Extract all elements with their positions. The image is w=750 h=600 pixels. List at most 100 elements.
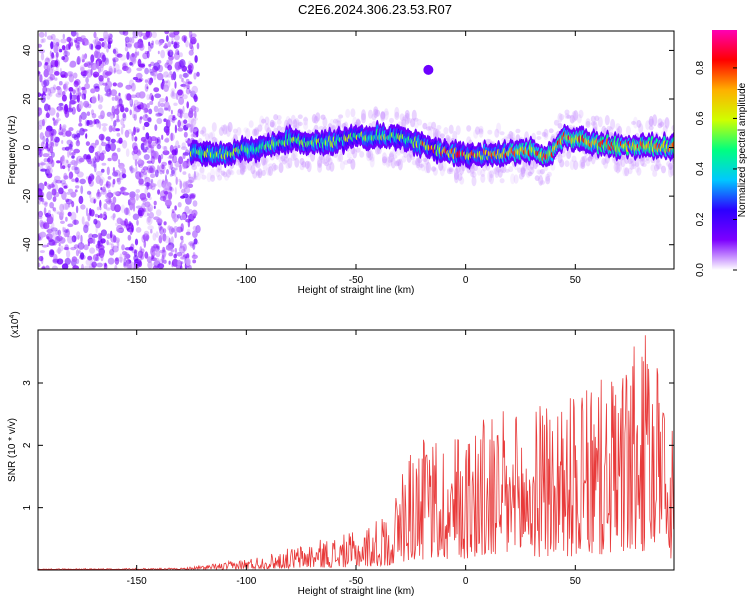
heatmap-cell xyxy=(40,168,47,172)
heatmap-cell xyxy=(43,94,46,99)
heatmap-cell xyxy=(192,124,198,133)
spectrogram-y-tick-label: 0 xyxy=(22,144,33,150)
heatmap-cell xyxy=(62,226,65,232)
heatmap-cell xyxy=(176,214,181,219)
heatmap-cell xyxy=(58,81,63,86)
heatmap-cell xyxy=(51,265,58,269)
heatmap-cell xyxy=(187,183,194,188)
colorbar-tick-label: 0.2 xyxy=(695,212,706,226)
heatmap-cell xyxy=(57,86,62,96)
heatmap-cell xyxy=(145,132,150,140)
heatmap-cell xyxy=(313,115,319,124)
heatmap-cell xyxy=(504,168,510,173)
heatmap-cell xyxy=(157,50,160,55)
heatmap-cell xyxy=(173,31,180,36)
heatmap-cell xyxy=(145,113,148,119)
heatmap-cell xyxy=(61,165,66,170)
heatmap-cell xyxy=(156,117,163,125)
heatmap-cell xyxy=(181,160,187,170)
heatmap-cell xyxy=(102,262,105,266)
heatmap-cell xyxy=(164,31,170,35)
heatmap-cell xyxy=(114,108,120,115)
heatmap-cell xyxy=(113,120,117,127)
spectrogram-ticks: -150 -100 -50 0 50 -40 -20 0 20 40 xyxy=(22,31,674,286)
spectrogram-y-tick-label: -20 xyxy=(22,188,33,203)
heatmap-cell xyxy=(368,149,373,161)
heatmap-cell xyxy=(120,105,125,113)
heatmap-cell xyxy=(80,185,84,194)
heatmap-cell xyxy=(39,196,43,202)
heatmap-cell xyxy=(98,94,104,104)
heatmap-cell xyxy=(67,71,74,77)
heatmap-cell xyxy=(176,259,182,268)
heatmap-cell xyxy=(109,113,115,120)
heatmap-cell xyxy=(194,171,200,178)
heatmap-cell xyxy=(84,221,90,225)
heatmap-cell xyxy=(71,155,75,159)
heatmap-cell xyxy=(52,38,60,45)
heatmap-cell xyxy=(52,138,58,143)
heatmap-cell xyxy=(87,241,90,247)
heatmap-cell xyxy=(38,262,41,268)
heatmap-cell xyxy=(95,152,98,159)
heatmap-cell xyxy=(71,200,75,208)
heatmap-cell xyxy=(128,211,131,216)
heatmap-cell xyxy=(128,37,132,43)
heatmap-cell xyxy=(64,146,70,151)
heatmap-cell xyxy=(168,260,171,265)
heatmap-cell xyxy=(169,173,173,177)
heatmap-cell xyxy=(56,235,63,242)
heatmap-cell xyxy=(192,200,198,207)
heatmap-cell xyxy=(80,66,85,72)
heatmap-cell xyxy=(159,39,163,46)
heatmap-cell xyxy=(415,157,421,167)
heatmap-cell xyxy=(157,189,161,195)
heatmap-cell xyxy=(98,145,102,153)
heatmap-cell xyxy=(62,83,67,90)
heatmap-cell xyxy=(174,248,177,253)
heatmap-cell xyxy=(50,33,56,41)
heatmap-cell xyxy=(92,160,97,169)
heatmap-cell xyxy=(548,128,554,134)
heatmap-cell xyxy=(543,128,549,138)
heatmap-cell xyxy=(79,178,86,185)
heatmap-cell xyxy=(264,116,270,125)
heatmap-cell xyxy=(174,124,177,134)
heatmap-cell xyxy=(114,204,121,213)
heatmap-cell xyxy=(162,170,165,174)
heatmap-cell xyxy=(280,155,286,162)
heatmap-cell xyxy=(99,152,105,161)
heatmap-cell xyxy=(506,134,512,139)
heatmap-cell xyxy=(181,77,184,83)
heatmap-cell xyxy=(361,109,366,121)
heatmap-cell xyxy=(120,126,124,135)
heatmap-cell xyxy=(74,39,78,43)
heatmap-cell xyxy=(141,234,146,243)
heatmap-cell xyxy=(294,118,300,131)
heatmap-cell xyxy=(126,261,132,269)
heatmap-cell xyxy=(190,123,194,128)
spectrogram-panel: -150 -100 -50 0 50 -40 -20 0 20 40 Height of stra… xyxy=(7,30,675,296)
heatmap-cell xyxy=(545,173,551,182)
heatmap-cell xyxy=(278,156,284,164)
heatmap-cell xyxy=(121,173,127,179)
heatmap-cell xyxy=(38,147,42,156)
heatmap-cell xyxy=(44,62,49,66)
heatmap-cell xyxy=(110,138,116,144)
heatmap-cell xyxy=(148,142,152,148)
heatmap-cell xyxy=(55,179,63,184)
heatmap-cell xyxy=(627,158,633,165)
heatmap-cell xyxy=(120,118,125,126)
heatmap-cell xyxy=(394,106,400,118)
heatmap-cell xyxy=(582,155,587,163)
heatmap-cell xyxy=(40,162,46,166)
heatmap-cell xyxy=(578,109,584,119)
heatmap-cell xyxy=(81,93,86,100)
heatmap-cell xyxy=(95,243,101,249)
heatmap-cell xyxy=(187,179,193,184)
snr-ticks: -150 -100 -50 0 50 1 2 3 xyxy=(22,330,674,587)
heatmap-cell xyxy=(142,125,145,131)
heatmap-cell xyxy=(192,252,196,257)
heatmap-cell xyxy=(171,258,179,267)
heatmap-cell xyxy=(520,165,526,175)
